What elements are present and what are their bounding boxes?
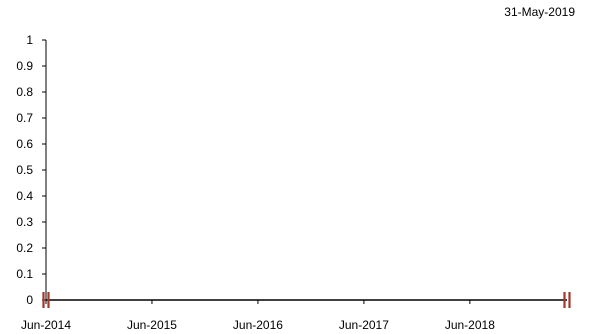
x-tick-label: Jun-2015 — [127, 318, 177, 332]
x-tick-label: Jun-2014 — [21, 318, 71, 332]
y-tick-label: 0.2 — [16, 241, 33, 255]
y-tick-label: 0.1 — [16, 267, 33, 281]
y-tick-label: 0.4 — [16, 189, 33, 203]
y-tick-label: 0.6 — [16, 137, 33, 151]
y-tick-label: 0.7 — [16, 111, 33, 125]
y-tick-label: 0.3 — [16, 215, 33, 229]
y-tick-label: 0.5 — [16, 163, 33, 177]
x-axis: Jun-2014 Jun-2015 Jun-2016 Jun-2017 Jun-2018 — [21, 300, 495, 332]
y-tick-label: 0 — [26, 293, 33, 307]
axis-break-markers — [42, 292, 571, 308]
x-tick-label: Jun-2018 — [445, 318, 495, 332]
x-tick-label: Jun-2016 — [233, 318, 283, 332]
y-tick-label: 0.9 — [16, 59, 33, 73]
x-tick-label: Jun-2017 — [339, 318, 389, 332]
y-axis: 0 0.1 0.2 0.3 0.4 0.5 0.6 0.7 0.8 0.9 1 — [16, 33, 46, 307]
y-tick-label: 1 — [26, 33, 33, 47]
date-stamp: 31-May-2019 — [504, 5, 575, 19]
y-tick-label: 0.8 — [16, 85, 33, 99]
